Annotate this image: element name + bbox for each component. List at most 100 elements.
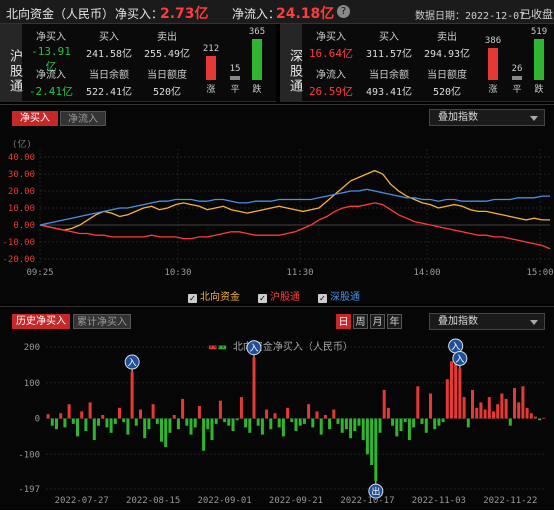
buy-in-marker-label: 入 <box>128 358 137 369</box>
sh-net-buy-value: -13.91亿 <box>31 45 71 73</box>
history-bar <box>50 418 54 426</box>
history-bar <box>223 418 227 423</box>
sh-balance-value: 522.41亿 <box>85 87 133 98</box>
sz-up-bar <box>488 48 498 80</box>
y-tick-label: -197 <box>18 485 40 495</box>
period-tab-month[interactable]: 月 <box>370 314 385 329</box>
history-bar <box>113 418 117 424</box>
history-bar <box>433 418 437 430</box>
history-bar <box>130 372 134 419</box>
y-unit-label: (亿) <box>12 138 32 150</box>
history-bar <box>429 393 432 419</box>
help-icon[interactable]: ? <box>337 5 350 18</box>
history-bar <box>357 418 361 426</box>
legend-sh[interactable]: ✓ 沪股通 <box>258 288 300 303</box>
history-bar <box>382 389 386 419</box>
history-bar <box>286 407 290 419</box>
history-bar <box>147 418 151 430</box>
tab-history-net-buy[interactable]: 历史净买入 <box>12 314 70 329</box>
sz-connect-panel: 深股通 净买入 16.64亿 买入 311.57亿 卖出 294.93亿 净流入 26.… <box>280 24 554 102</box>
history-bar <box>63 418 67 428</box>
sh-flat-bar <box>230 76 240 80</box>
legend-sz-label: 深股通 <box>330 292 360 303</box>
sz-buy: 买入 311.57亿 <box>364 28 414 60</box>
history-bar <box>424 418 428 433</box>
sz-quota-value: 520亿 <box>432 87 462 98</box>
history-bar <box>471 389 474 419</box>
history-bar <box>542 417 546 419</box>
history-bar <box>105 418 109 428</box>
history-bar <box>118 407 121 419</box>
overlay-index-dropdown[interactable]: 叠加指数 <box>429 109 545 126</box>
history-bar <box>155 418 159 424</box>
y-tick-label: 40.00 <box>8 153 35 163</box>
sh-up-bar <box>206 56 216 80</box>
period-tab-day[interactable]: 日 <box>336 314 351 329</box>
history-bar <box>210 418 214 440</box>
tab-cumulative-net-buy[interactable]: 累计净买入 <box>73 314 131 329</box>
history-bar <box>214 418 218 424</box>
overlay-index-dropdown-2[interactable]: 叠加指数 <box>429 313 545 330</box>
history-bar <box>92 418 96 440</box>
history-bar <box>143 418 147 439</box>
tab-net-inflow[interactable]: 净流入 <box>60 111 106 126</box>
sz-balance-value: 493.41亿 <box>365 87 413 98</box>
history-bar <box>332 409 336 419</box>
history-bar <box>185 418 189 426</box>
sz-net-buy-value: 16.64亿 <box>308 47 354 60</box>
y-tick-label: 30.00 <box>8 170 35 180</box>
x-tick-label: 11:30 <box>286 268 313 278</box>
history-bar <box>336 418 340 424</box>
sz-net-buy: 净买入 16.64亿 <box>306 28 356 61</box>
market-status: 已收盘 <box>520 8 553 21</box>
period-tab-year[interactable]: 年 <box>387 314 402 329</box>
legend-dash-red: ▬ <box>208 342 218 353</box>
sz-balance: 当日余额 493.41亿 <box>364 66 414 98</box>
y-tick-label: -100 <box>18 450 40 460</box>
history-bar <box>197 406 201 419</box>
history-bar <box>361 418 365 440</box>
sh-down-count: 365 <box>248 27 266 37</box>
history-bar <box>462 397 466 419</box>
sz-net-inflow-value: 26.59亿 <box>308 85 354 98</box>
sz-sell: 卖出 294.93亿 <box>422 28 472 60</box>
net-buy-label: 净买入： <box>115 7 164 21</box>
legend-sz[interactable]: ✓ 深股通 <box>318 288 360 303</box>
history-bar <box>340 418 344 433</box>
buy-in-marker-label: 入 <box>249 343 258 354</box>
history-bar <box>126 418 130 435</box>
legend-sh-label: 沪股通 <box>270 292 300 303</box>
series-line-0 <box>39 169 550 231</box>
history-bar <box>59 413 63 419</box>
sh-down-bar <box>252 39 262 80</box>
history-bar <box>454 355 458 419</box>
history-bar <box>445 379 449 419</box>
sz-quota: 当日额度 520亿 <box>422 66 472 98</box>
checkbox-icon: ✓ <box>258 294 267 303</box>
history-bar <box>349 418 353 439</box>
history-bar <box>483 409 487 419</box>
sh-up-count: 212 <box>202 44 220 54</box>
history-bar <box>323 415 327 419</box>
sz-sell-value: 294.93亿 <box>423 49 471 60</box>
x-tick-label: 2022-09-21 <box>269 496 323 506</box>
period-tab-week[interactable]: 周 <box>353 314 368 329</box>
sz-down-bar <box>534 39 544 80</box>
tab-net-buy[interactable]: 净买入 <box>12 111 58 126</box>
history-bar <box>294 418 298 431</box>
x-tick-label: 2022-11-03 <box>412 496 466 506</box>
history-bar <box>298 418 302 426</box>
x-tick-label: 2022-07-27 <box>55 496 109 506</box>
history-bar <box>525 407 529 419</box>
sh-connect-name: 沪股通 <box>0 24 22 102</box>
history-bar <box>134 418 138 426</box>
history-bar <box>281 418 285 437</box>
sh-flat-label: 平 <box>230 85 240 95</box>
legend-north[interactable]: ✓ 北向资金 <box>188 288 240 303</box>
history-bar <box>403 418 407 423</box>
overlay-index-label: 叠加指数 <box>438 112 478 123</box>
history-bar <box>374 418 378 482</box>
sz-up-count: 386 <box>484 36 502 46</box>
history-bar <box>538 418 542 421</box>
history-bar <box>492 411 495 419</box>
